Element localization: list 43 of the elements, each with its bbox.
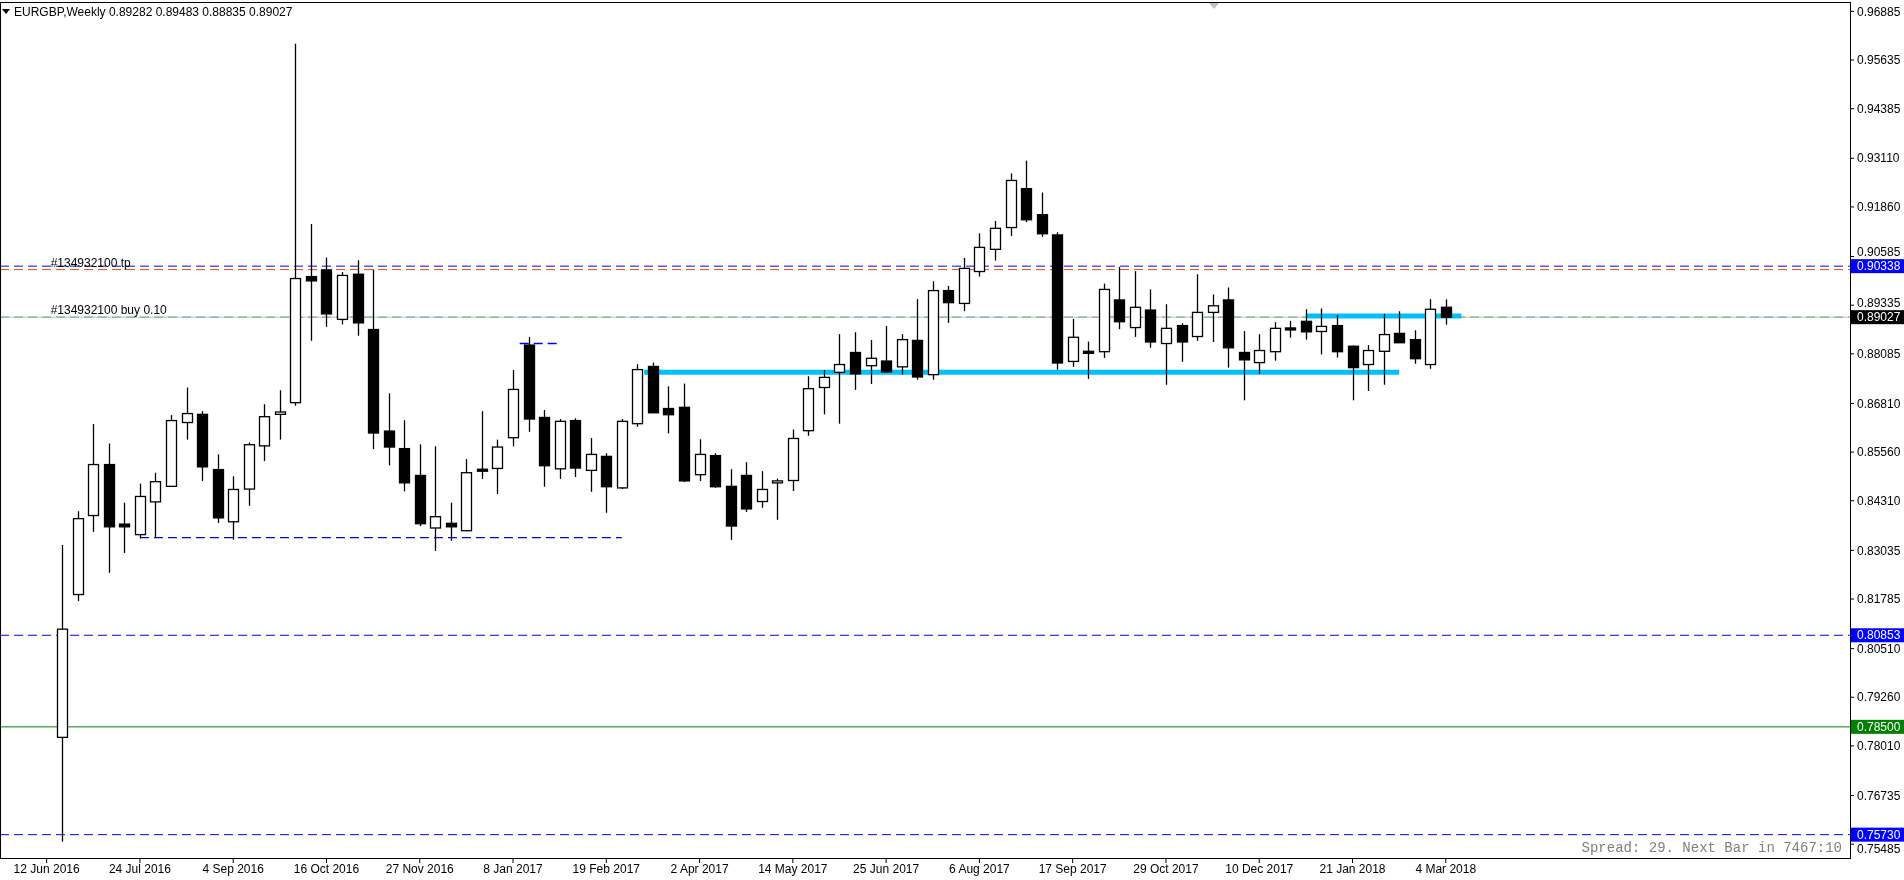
chart-title: EURGBP,Weekly 0.89282 0.89483 0.88835 0.89027 (14, 5, 293, 19)
x-tick-label: 25 Jun 2017 (853, 862, 920, 876)
ref-line-label: 0.80853 (1857, 628, 1901, 643)
y-tick-label: 0.94385 (1857, 101, 1901, 116)
y-tick-label: 0.90585 (1857, 245, 1901, 260)
x-tick-label: 2 Apr 2017 (670, 862, 729, 876)
y-tick-label: 0.80510 (1857, 642, 1901, 657)
x-tick-label: 10 Dec 2017 (1225, 862, 1294, 876)
ref-line-label: 0.78500 (1857, 720, 1901, 735)
x-tick-label: 4 Mar 2018 (1415, 862, 1477, 876)
ref-line-label: 0.90338 (1857, 259, 1901, 274)
y-tick-label: 0.95635 (1857, 53, 1901, 68)
x-tick-label: 6 Aug 2017 (949, 862, 1011, 876)
x-tick-label: 16 Oct 2016 (293, 862, 360, 876)
y-tick-label: 0.79260 (1857, 690, 1901, 705)
x-tick-label: 12 Jun 2016 (13, 862, 80, 876)
y-tick-label: 0.86810 (1857, 396, 1901, 411)
annotation: Spread: 29. Next Bar in 7467:10 (1581, 840, 1842, 856)
x-tick-label: 29 Oct 2017 (1133, 862, 1199, 876)
y-tick-label: 0.85560 (1857, 445, 1901, 460)
y-tick-label: 0.96885 (1857, 4, 1901, 19)
y-tick-label: 0.75485 (1857, 841, 1901, 856)
x-tick-label: 21 Jan 2018 (1319, 862, 1386, 876)
y-tick-label: 0.91860 (1857, 200, 1901, 215)
y-tick-label: 0.84310 (1857, 493, 1901, 508)
y-tick-label: 0.81785 (1857, 592, 1901, 607)
y-tick-label: 0.76735 (1857, 788, 1901, 803)
annotation: #134932100 tp (50, 255, 132, 270)
x-tick-label: 4 Sep 2016 (202, 862, 265, 876)
x-tick-label: 14 May 2017 (758, 862, 828, 876)
x-tick-label: 27 Nov 2016 (385, 862, 455, 876)
ref-line-label: 0.89027 (1857, 310, 1901, 325)
y-tick-label: 0.78010 (1857, 739, 1901, 754)
x-tick-label: 8 Jan 2017 (483, 862, 544, 876)
x-tick-label: 24 Jul 2016 (108, 862, 172, 876)
y-tick-label: 0.83035 (1857, 543, 1901, 558)
y-tick-label: 0.89335 (1857, 296, 1901, 311)
x-tick-label: 17 Sep 2017 (1038, 862, 1108, 876)
x-tick-label: 19 Feb 2017 (572, 862, 641, 876)
annotation: #134932100 buy 0.10 (50, 303, 168, 318)
ref-line-label: 0.75730 (1857, 827, 1901, 842)
y-tick-label: 0.88085 (1857, 347, 1901, 362)
y-tick-label: 0.93110 (1857, 151, 1900, 166)
